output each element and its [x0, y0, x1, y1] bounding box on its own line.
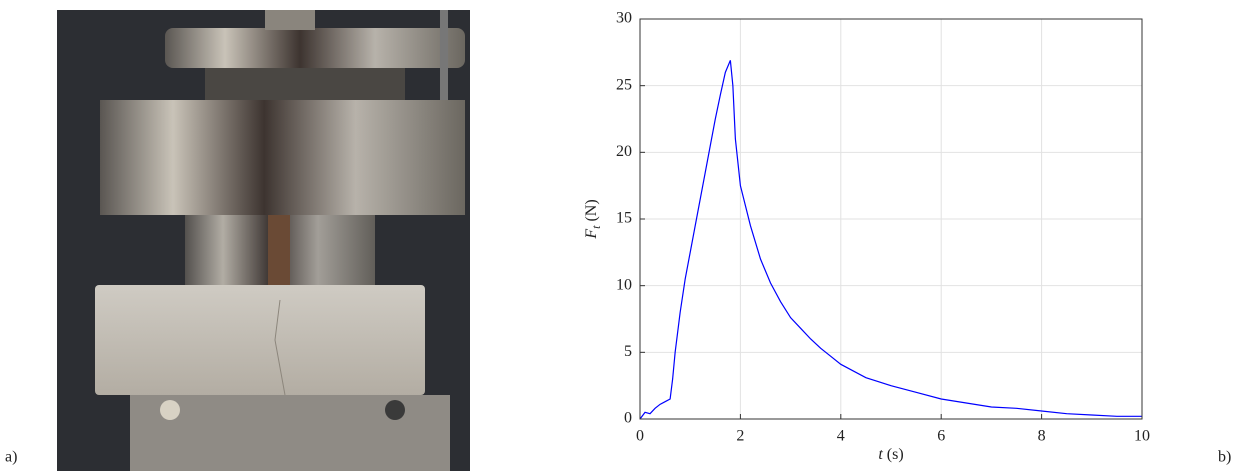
x-tick-label: 10 — [1134, 428, 1150, 445]
y-tick-label: 10 — [616, 276, 632, 293]
y-label-unit: (N) — [583, 199, 600, 221]
y-tick-label: 30 — [616, 10, 632, 27]
panel-label: b) — [1218, 449, 1231, 466]
plot-frame — [639, 18, 1143, 420]
y-tick-label: 15 — [616, 210, 632, 227]
x-tick-label: 4 — [837, 428, 845, 445]
photo — [57, 10, 470, 471]
x-tick-label: 6 — [937, 428, 945, 445]
x-tick-label: 2 — [736, 428, 744, 445]
y-axis-label: Ft (N) — [583, 199, 603, 239]
x-tick-label: 8 — [1038, 428, 1046, 445]
y-label-symbol: F — [583, 229, 600, 240]
x-label-unit: (s) — [887, 446, 904, 463]
y-tick-label: 5 — [624, 343, 632, 360]
panel-label: a) — [5, 449, 17, 466]
y-label-subscript: t — [589, 225, 603, 229]
x-axis-label: t (s) — [878, 446, 903, 463]
y-tick-label: 20 — [616, 143, 632, 160]
data-line — [639, 60, 1142, 420]
x-tick-label: 0 — [636, 428, 644, 445]
y-tick-label: 0 — [624, 410, 632, 427]
x-label-symbol: t — [878, 446, 883, 463]
y-tick-label: 25 — [616, 76, 632, 93]
